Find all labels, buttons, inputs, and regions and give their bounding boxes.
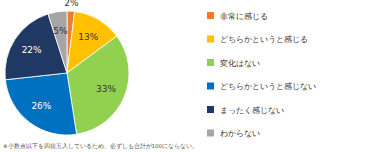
- data-labels: 2% 13% 33% 26% 22% 5%: [22, 0, 117, 111]
- data-label: 26%: [31, 101, 51, 111]
- legend-swatch: [207, 106, 214, 113]
- slice: [5, 73, 76, 135]
- legend-swatch: [207, 83, 214, 90]
- pie: [5, 11, 129, 135]
- legend-swatch: [207, 130, 214, 137]
- legend-item: わからない: [207, 129, 260, 138]
- data-label: 2%: [64, 0, 79, 8]
- legend: 非常に感じるどちらかというと感じる変化はないどちらかというと感じないまったく感じ…: [207, 12, 316, 139]
- legend-label: どちらかというと感じない: [220, 82, 316, 91]
- data-label: 13%: [78, 32, 98, 42]
- legend-label: まったく感じない: [220, 106, 284, 115]
- legend-swatch: [207, 12, 214, 19]
- legend-item: どちらかというと感じない: [207, 82, 316, 91]
- legend-item: 変化はない: [207, 59, 260, 68]
- legend-label: わからない: [220, 129, 260, 138]
- legend-item: まったく感じない: [207, 106, 284, 115]
- legend-swatch: [207, 36, 214, 43]
- legend-item: どちらかというと感じる: [207, 35, 308, 44]
- slice: [67, 36, 129, 134]
- legend-item: 非常に感じる: [207, 12, 268, 21]
- data-label: 33%: [96, 84, 116, 94]
- legend-label: どちらかというと感じる: [220, 35, 308, 44]
- legend-label: 非常に感じる: [220, 12, 268, 21]
- data-label: 22%: [22, 45, 42, 55]
- legend-label: 変化はない: [220, 59, 260, 68]
- annotation: ※小数点以下を四捨五入しているため、必ずしも合計が100にならない。: [3, 142, 198, 150]
- legend-swatch: [207, 59, 214, 66]
- chart: 2% 13% 33% 26% 22% 5% 非常に感じるどちらかというと感じる変化はないどち…: [0, 0, 384, 152]
- data-label: 5%: [53, 26, 68, 36]
- slice: [48, 11, 67, 73]
